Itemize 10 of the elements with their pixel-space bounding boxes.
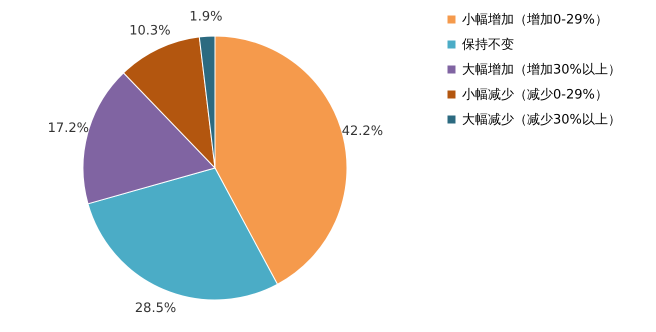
- data-label: 42.2%: [342, 124, 384, 139]
- data-label: 17.2%: [48, 121, 89, 136]
- legend-label: 小幅减少（减少0-29%）: [462, 88, 608, 102]
- data-label: 10.3%: [129, 24, 171, 39]
- data-label: 28.5%: [134, 300, 176, 316]
- legend-label: 大幅增加（增加30%以上）: [462, 62, 621, 78]
- legend-label: 大幅减少（减少30%以上）: [462, 112, 621, 128]
- data-label: 1.9%: [189, 9, 222, 24]
- legend-label: 保持不变: [462, 38, 514, 52]
- legend-label: 小幅增加（增加0-29%）: [462, 12, 608, 28]
